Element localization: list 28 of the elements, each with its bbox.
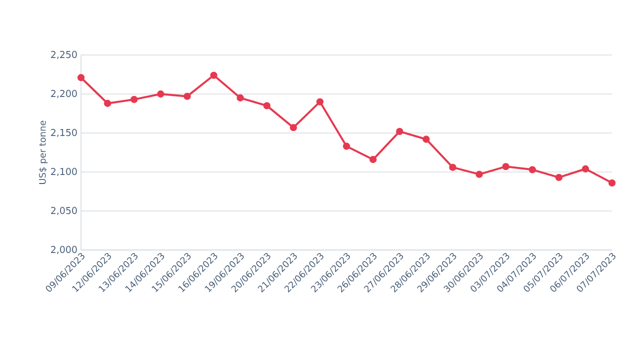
point — [236, 94, 244, 102]
point — [77, 74, 85, 82]
y-tick-label: 2,150 — [51, 128, 77, 138]
y-tick-label: 2,200 — [51, 90, 77, 98]
point — [263, 102, 270, 110]
point — [342, 142, 350, 150]
y-tick-label: 2,000 — [51, 246, 77, 254]
point — [582, 165, 590, 172]
y-tick-label: 2,050 — [51, 206, 77, 216]
point — [316, 98, 324, 106]
point — [210, 72, 218, 79]
point — [528, 166, 536, 174]
point — [104, 100, 112, 107]
point — [396, 128, 404, 136]
point — [476, 170, 483, 178]
y-tick-label: 2,100 — [51, 168, 77, 176]
y-axis-title: US$ per tonne — [38, 120, 48, 184]
point — [290, 124, 297, 132]
point — [157, 90, 164, 98]
point — [555, 174, 562, 182]
point — [369, 156, 377, 164]
point — [608, 179, 616, 187]
point — [502, 162, 510, 170]
y-tick-label: 2,250 — [51, 50, 77, 60]
point — [449, 164, 456, 171]
point — [184, 92, 191, 100]
point — [422, 136, 430, 143]
point — [130, 96, 138, 104]
